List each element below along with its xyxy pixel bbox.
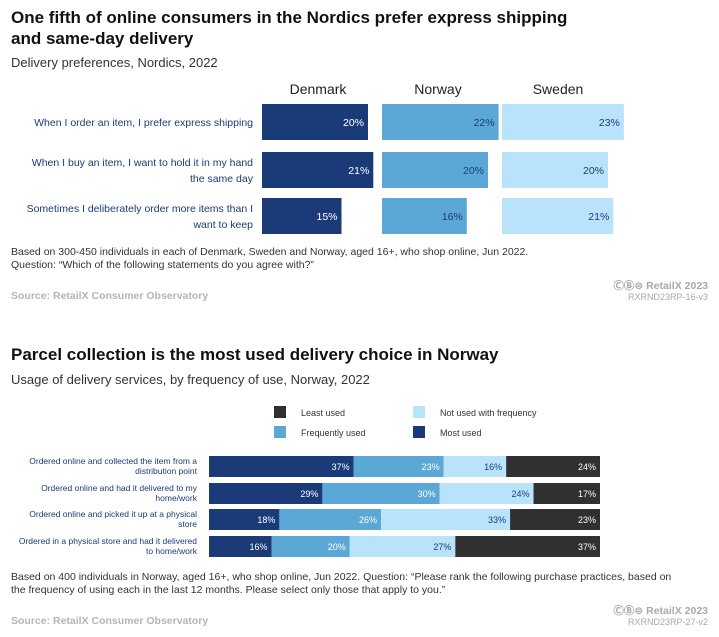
chart2-bar-segment	[533, 483, 600, 504]
chart2-segment-label: 37%	[578, 542, 596, 552]
chart2-subtitle: Usage of delivery services, by frequency…	[11, 372, 370, 387]
chart2-category-label: Ordered online and had it delivered to m…	[41, 483, 198, 493]
chart1-bar-label: 21%	[348, 165, 369, 177]
chart1-panel-header: Norway	[414, 81, 461, 97]
chart2-category-label: to home/work	[146, 546, 198, 556]
chart1-bar-label: 21%	[588, 211, 609, 223]
chart2-bar-segment	[349, 536, 456, 557]
chart1-category-label: When I buy an item, I want to hold it in…	[32, 157, 253, 169]
chart2-segment-label: 23%	[422, 462, 440, 472]
chart2-bar-segment	[353, 456, 444, 477]
chart1-code: RXRND23RP-16-v3	[627, 292, 708, 302]
chart2-bar-segment	[506, 456, 600, 477]
chart2-bar-segment	[209, 483, 323, 504]
chart2-legend-label: Least used	[301, 408, 345, 418]
chart1-subtitle: Delivery preferences, Nordics, 2022	[11, 55, 218, 70]
chart1-bar	[262, 198, 342, 234]
chart2-segment-label: 23%	[578, 515, 596, 525]
chart1-bar	[382, 104, 499, 140]
chart2-category-label: distribution point	[135, 466, 198, 476]
chart2-bar-segment	[279, 509, 382, 530]
chart1-bar	[502, 104, 624, 140]
chart2-segment-label: 33%	[488, 515, 506, 525]
chart1-copyright: ⒸⒷ⊜ RetailX 2023	[613, 280, 708, 292]
chart2-segment-label: 16%	[484, 462, 502, 472]
chart1-note-line2: Question: “Which of the following statem…	[11, 259, 314, 271]
chart1-bar-label: 20%	[583, 165, 604, 177]
chart2-bar-segment	[209, 536, 272, 557]
chart2-bar-segment	[439, 483, 534, 504]
chart2-segment-label: 24%	[578, 462, 596, 472]
chart2-note-line1: Based on 400 individuals in Norway, aged…	[11, 571, 672, 583]
chart2-segment-label: 17%	[578, 489, 596, 499]
chart2-segment-label: 26%	[359, 515, 377, 525]
chart2-segment-label: 20%	[328, 542, 346, 552]
chart1-bar-label: 22%	[474, 117, 495, 129]
chart2-segment-label: 29%	[300, 489, 318, 499]
chart1-plot: Denmark 20% 21% 15% Norway 22% 20% 16% Sweden 23%…	[27, 81, 624, 234]
chart2-bar-segment	[322, 483, 440, 504]
chart1-category-label: the same day	[190, 173, 254, 185]
chart1-bar	[382, 152, 488, 188]
chart1-bar-label: 23%	[599, 117, 620, 129]
chart2-category-label: Ordered online and collected the item fr…	[29, 456, 197, 466]
chart2-segment-label: 37%	[332, 462, 350, 472]
chart1-category-label: When I order an item, I prefer express s…	[34, 117, 253, 129]
chart2-note-line2: the frequency of using each in the last …	[11, 584, 446, 596]
chart1-panel-header: Sweden	[533, 81, 584, 97]
chart2-bar-segment	[381, 509, 511, 530]
chart2-legend-swatch	[413, 406, 425, 418]
chart2-bar-segment	[209, 509, 280, 530]
chart1-panel-header: Denmark	[290, 81, 348, 97]
chart2-bar-segment	[271, 536, 350, 557]
chart2-copyright: ⒸⒷ⊜ RetailX 2023	[613, 605, 708, 617]
chart1-bar	[262, 152, 374, 188]
chart1-bar	[262, 104, 368, 140]
chart2-title: Parcel collection is the most used deliv…	[11, 345, 499, 364]
chart1-category-label: want to keep	[192, 219, 253, 231]
chart1-bar-label: 20%	[343, 117, 364, 129]
chart2-segment-label: 16%	[250, 542, 268, 552]
chart2-plot: Least used Not used with frequency Frequen…	[19, 406, 600, 557]
chart2-category-label: store	[178, 519, 197, 529]
chart1-bar-label: 16%	[442, 211, 463, 223]
chart2-legend-label: Frequently used	[301, 428, 366, 438]
chart2-segment-label: 27%	[433, 542, 451, 552]
chart2-legend-label: Not used with frequency	[440, 408, 537, 418]
chart2-segment-label: 24%	[512, 489, 530, 499]
chart2-bar-segment	[209, 456, 354, 477]
chart1-bar-label: 20%	[463, 165, 484, 177]
chart2-bar-segment	[510, 509, 600, 530]
chart2-legend-label: Most used	[440, 428, 482, 438]
chart2-code: RXRND23RP-27-v2	[627, 617, 708, 627]
chart1-title: One fifth of online consumers in the Nor…	[11, 7, 711, 49]
chart1-bar	[382, 198, 467, 234]
chart1-title-line2: and same-day delivery	[11, 29, 194, 48]
chart2-legend-swatch	[413, 426, 425, 438]
chart1-bar-label: 15%	[316, 211, 337, 223]
chart1-category-label: Sometimes I deliberately order more item…	[27, 203, 253, 215]
chart2-source: Source: RetailX Consumer Observatory	[11, 615, 209, 627]
chart1-note-line1: Based on 300-450 individuals in each of …	[11, 246, 529, 258]
chart1-bar	[502, 152, 608, 188]
chart2-category-label: home/work	[155, 493, 197, 503]
chart2-bar-segment	[443, 456, 507, 477]
chart1-source: Source: RetailX Consumer Observatory	[11, 290, 209, 302]
chart2-segment-label: 18%	[257, 515, 275, 525]
chart1-title-line1: One fifth of online consumers in the Nor…	[11, 8, 568, 27]
chart2-category-label: Ordered online and picked it up at a phy…	[29, 509, 197, 519]
chart2-category-label: Ordered in a physical store and had it d…	[19, 536, 197, 546]
chart2-legend-swatch	[274, 406, 286, 418]
chart2-legend-swatch	[274, 426, 286, 438]
chart2-bar-segment	[455, 536, 600, 557]
chart1-note: Based on 300-450 individuals in each of …	[11, 246, 711, 272]
chart1-bar	[502, 198, 614, 234]
chart2-segment-label: 30%	[418, 489, 436, 499]
chart2-note: Based on 400 individuals in Norway, aged…	[11, 571, 711, 597]
